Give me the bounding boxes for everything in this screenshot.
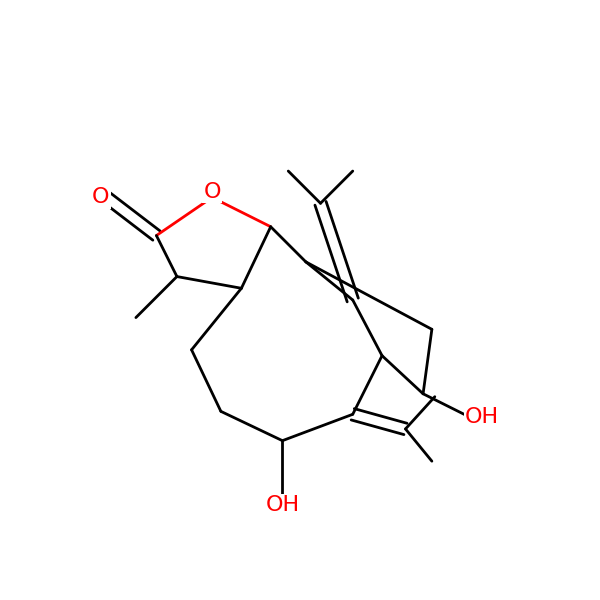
Text: OH: OH	[464, 407, 499, 427]
Text: O: O	[92, 187, 109, 208]
Text: O: O	[203, 182, 221, 202]
Text: OH: OH	[265, 495, 299, 515]
